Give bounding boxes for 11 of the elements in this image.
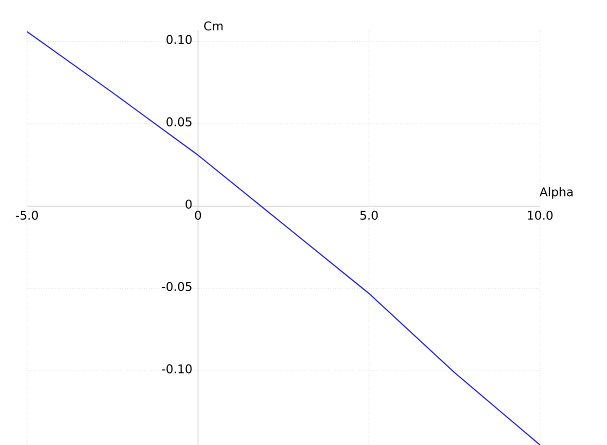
x-tick-label: 5.0	[360, 210, 378, 220]
y-tick-label: 0.05	[166, 117, 192, 126]
y-tick-label: -0.10	[162, 364, 192, 374]
y-tick-label: 0	[186, 200, 192, 209]
y-tick-label: 0.10	[166, 34, 192, 44]
x-tick-label: 0	[194, 210, 202, 220]
x-tick-label: 10.0	[528, 210, 553, 220]
y-axis-title: Cm	[204, 21, 223, 30]
x-tick-label: -5.0	[16, 210, 38, 220]
y-tick-label: -0.05	[162, 282, 192, 292]
x-axis-title: Alpha	[540, 187, 573, 199]
